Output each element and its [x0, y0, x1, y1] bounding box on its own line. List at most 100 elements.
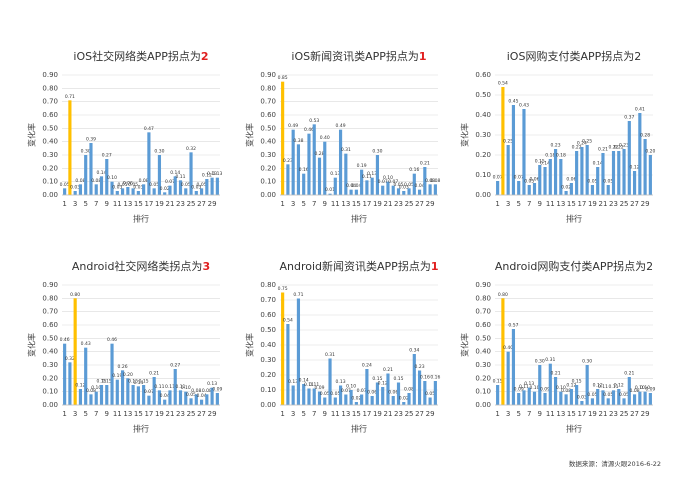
y-tick-label: 0.90 — [260, 71, 276, 79]
value-label: 0.31 — [325, 352, 335, 358]
value-label: 0.09 — [212, 387, 222, 393]
value-label: 0.10 — [383, 175, 393, 181]
value-label: 0.06 — [529, 177, 539, 183]
value-label: 0.30 — [535, 359, 545, 365]
x-tick-label: 9 — [323, 200, 327, 208]
value-label: 0.10 — [346, 384, 356, 390]
x-tick-label: 5 — [516, 200, 520, 208]
y-tick-label: 0.60 — [260, 311, 276, 319]
bar — [178, 390, 183, 405]
value-label: 0.03 — [133, 185, 143, 191]
value-label: 0.30 — [81, 149, 91, 155]
value-label: 0.05 — [149, 182, 159, 188]
bar — [569, 183, 573, 195]
value-label: 0.10 — [529, 385, 539, 391]
value-label: 0.11 — [608, 384, 618, 390]
value-label: 0.16 — [430, 375, 440, 381]
value-label: 0.30 — [372, 149, 382, 155]
value-label: 0.05 — [320, 391, 330, 397]
bar — [84, 155, 88, 195]
x-tick-label: 21 — [599, 410, 608, 418]
bar — [517, 393, 521, 405]
value-label: 0.08 — [404, 387, 414, 393]
value-label: 0.16 — [299, 167, 309, 173]
x-tick-label: 7 — [527, 410, 531, 418]
x-tick-label: 1 — [280, 200, 284, 208]
y-tick-label: 0.30 — [475, 131, 491, 139]
y-tick-label: 0.20 — [475, 151, 491, 159]
value-label: 0.08 — [430, 178, 440, 184]
y-tick-label: 0.50 — [42, 334, 58, 342]
value-label: 0.05 — [330, 391, 340, 397]
value-label: 0.08 — [630, 388, 640, 394]
value-label: 0.12 — [614, 383, 624, 389]
bar — [506, 145, 510, 195]
bar — [296, 298, 301, 405]
y-tick-label: 0.90 — [42, 71, 58, 79]
value-label: 0.24 — [577, 141, 587, 147]
bar — [360, 169, 364, 195]
value-label: 0.15 — [96, 379, 106, 385]
value-label: 0.25 — [503, 139, 513, 145]
value-label: 0.15 — [372, 376, 382, 382]
bar — [538, 165, 542, 195]
value-label: 0.13 — [288, 379, 298, 385]
bar — [433, 184, 437, 195]
bar — [632, 394, 637, 405]
y-tick-label: 0.10 — [42, 388, 58, 396]
value-label: 0.54 — [283, 318, 293, 324]
x-tick-label: 15 — [567, 200, 576, 208]
chart-title: iOS新闻资讯类APP拐点为1 — [291, 49, 426, 63]
bar — [638, 113, 642, 195]
value-label: 0.57 — [508, 323, 518, 329]
x-tick-label: 13 — [341, 200, 350, 208]
bar — [381, 387, 385, 405]
bar — [168, 390, 172, 405]
bar — [110, 181, 114, 195]
y-tick-label: 0.00 — [42, 191, 58, 199]
y-tick-label: 0.00 — [260, 401, 276, 409]
bar — [349, 189, 353, 195]
value-label: 0.08 — [191, 388, 201, 394]
y-tick-label: 0.30 — [260, 356, 276, 364]
value-label: 0.46 — [304, 127, 314, 133]
bar — [648, 393, 652, 405]
value-label: 0.27 — [170, 363, 180, 369]
bar — [501, 87, 505, 195]
y-tick-label: 0.90 — [475, 281, 491, 289]
bar — [365, 369, 369, 405]
y-tick-label: 0.50 — [475, 91, 491, 99]
y-tick-label: 0.80 — [260, 281, 276, 289]
bar — [147, 395, 151, 405]
y-tick-label: 0.60 — [42, 321, 58, 329]
value-label: 0.03 — [191, 185, 201, 191]
bar — [126, 187, 130, 195]
y-tick-label: 0.50 — [475, 334, 491, 342]
bar — [68, 100, 72, 195]
x-axis-label: 排行 — [133, 214, 149, 224]
x-tick-label: 19 — [373, 200, 382, 208]
value-label: 0.23 — [283, 158, 293, 164]
bar — [99, 385, 104, 405]
y-tick-label: 0.00 — [475, 401, 491, 409]
x-tick-label: 29 — [641, 410, 650, 418]
x-tick-label: 27 — [415, 200, 424, 208]
x-tick-label: 5 — [83, 200, 87, 208]
bar — [142, 385, 146, 405]
y-tick-label: 0.30 — [260, 151, 276, 159]
x-tick-label: 15 — [352, 200, 361, 208]
bar — [433, 381, 437, 405]
bar — [281, 292, 285, 405]
x-tick-label: 23 — [176, 200, 185, 208]
x-tick-label: 27 — [415, 410, 424, 418]
value-label: 0.15 — [535, 159, 545, 165]
bar — [344, 153, 348, 195]
value-label: 0.05 — [603, 179, 613, 185]
value-label: 0.18 — [545, 153, 555, 159]
chart-title: Android网购支付类APP拐点为2 — [495, 259, 653, 273]
value-label: 0.30 — [154, 149, 164, 155]
x-tick-label: 19 — [588, 410, 597, 418]
y-tick-label: 0.80 — [42, 84, 58, 92]
bar — [496, 385, 500, 405]
